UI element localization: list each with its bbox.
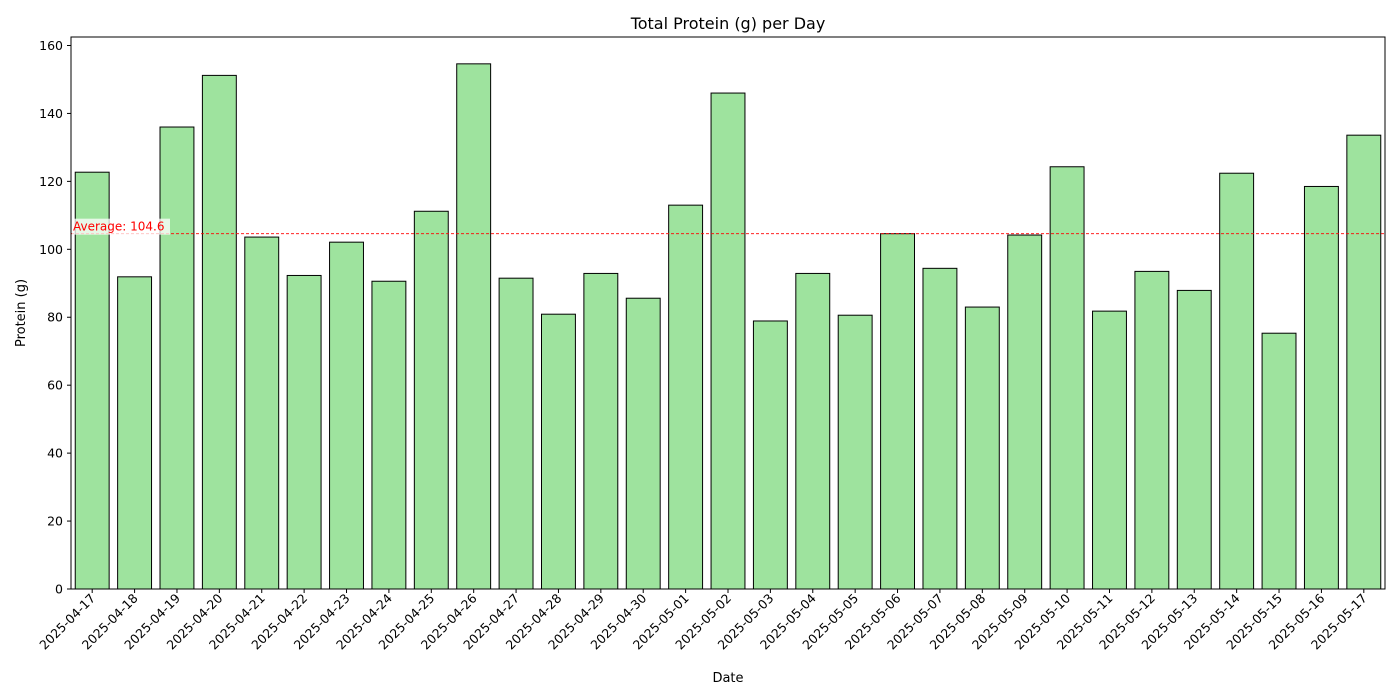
bar-2025-04-24	[371, 280, 407, 590]
bar-2025-04-30	[625, 297, 661, 590]
bar-2025-05-06	[880, 233, 916, 590]
bar-2025-04-25	[413, 210, 449, 590]
bar-2025-05-07	[922, 267, 958, 590]
bar-2025-05-15	[1261, 332, 1297, 590]
y-tick-label-40: 40	[47, 446, 63, 461]
average-label-background	[72, 218, 170, 235]
y-tick-label-140: 140	[39, 106, 63, 121]
x-axis-label: Date	[712, 671, 743, 686]
bar-2025-05-10	[1049, 166, 1085, 590]
bar-2025-05-05	[837, 314, 873, 590]
bar-2025-05-08	[964, 306, 1000, 590]
bar-2025-05-04	[795, 272, 831, 590]
bar-2025-05-09	[1007, 234, 1043, 590]
bar-2025-05-11	[1092, 310, 1127, 590]
bar-2025-04-20	[201, 74, 237, 590]
bar-2025-04-27	[498, 277, 534, 590]
bar-2025-05-13	[1176, 289, 1212, 590]
y-tick-label-0: 0	[55, 582, 63, 597]
bar-2025-04-18	[117, 276, 153, 590]
bar-2025-04-19	[159, 126, 195, 590]
bar-2025-04-22	[286, 274, 322, 590]
chart-title: Total Protein (g) per Day	[630, 14, 826, 33]
bar-2025-04-21	[244, 236, 280, 590]
bar-2025-04-28	[541, 313, 576, 590]
y-axis-label: Protein (g)	[14, 279, 29, 347]
y-tick-label-100: 100	[39, 242, 63, 257]
bar-2025-05-03	[752, 320, 788, 590]
bars	[74, 63, 1382, 590]
y-tick-label-60: 60	[47, 378, 63, 393]
bar-2025-04-17	[74, 171, 110, 590]
average-label: Average: 104.6	[73, 220, 165, 234]
y-tick-label-80: 80	[47, 310, 63, 325]
y-axis-ticks: 0 20 40 60 80 100 120 140 160	[39, 38, 71, 597]
plot-area: Average: 104.6 0 20 40 60 80 100 120 140 160 2025-…	[36, 36, 1386, 653]
bar-2025-05-12	[1134, 270, 1170, 590]
bar-2025-05-16	[1303, 185, 1339, 590]
y-tick-label-120: 120	[39, 174, 63, 189]
bar-2025-05-02	[710, 92, 746, 590]
bar-2025-05-01	[668, 204, 704, 590]
y-tick-label-160: 160	[39, 38, 63, 53]
x-axis-ticks: 2025-04-172025-04-182025-04-192025-04-20…	[36, 589, 1370, 653]
bar-2025-04-23	[329, 241, 364, 590]
bar-2025-04-29	[583, 272, 619, 590]
bar-2025-04-26	[456, 63, 492, 590]
y-tick-label-20: 20	[47, 514, 63, 529]
bar-2025-05-17	[1346, 134, 1382, 590]
bar-2025-05-14	[1219, 172, 1255, 590]
